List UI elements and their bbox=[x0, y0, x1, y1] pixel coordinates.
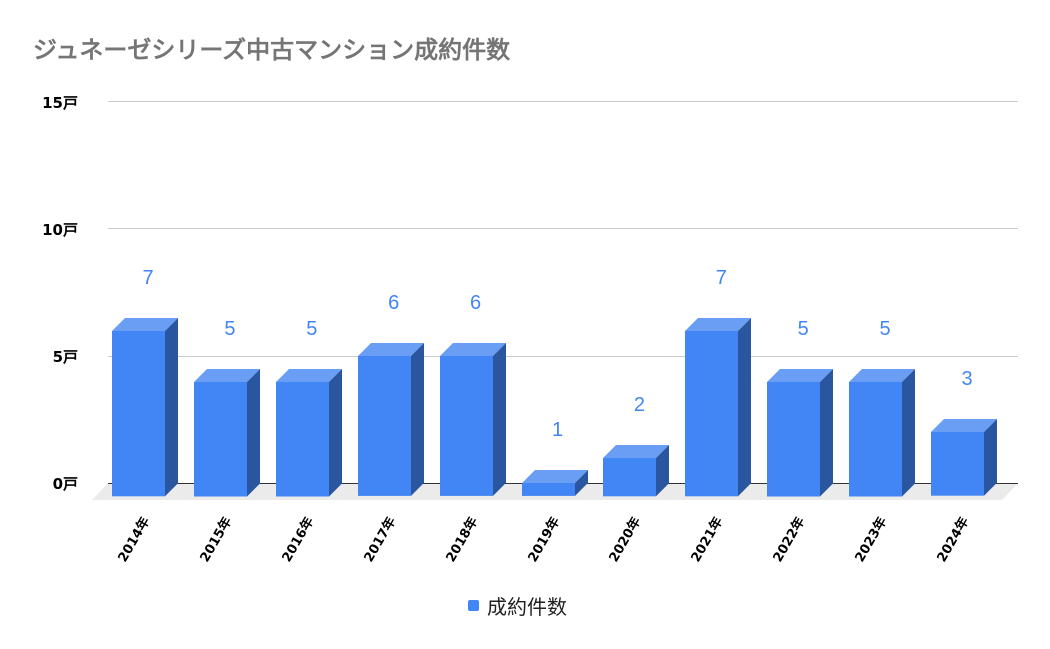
gridline-10 bbox=[108, 228, 1018, 229]
value-label: 5 bbox=[797, 317, 809, 340]
y-tick-5: 5戸 bbox=[52, 348, 78, 366]
value-label: 6 bbox=[470, 292, 482, 315]
bar bbox=[849, 368, 916, 496]
value-label: 5 bbox=[224, 317, 236, 340]
bar bbox=[603, 444, 670, 496]
bar bbox=[685, 317, 752, 496]
value-label: 2 bbox=[633, 393, 645, 416]
x-tick-label: 2014年 bbox=[115, 514, 154, 565]
x-tick-label: 2019年 bbox=[525, 514, 563, 565]
legend-label: 成約件数 bbox=[487, 595, 567, 619]
x-tick-label: 2017年 bbox=[361, 514, 399, 565]
legend: 成約件数 bbox=[468, 591, 567, 620]
x-tick-label: 2016年 bbox=[279, 514, 318, 565]
bar bbox=[931, 419, 997, 496]
x-tick-label: 2018年 bbox=[443, 514, 481, 565]
gridline-5 bbox=[108, 356, 1018, 357]
x-tick-label: 2015年 bbox=[197, 514, 236, 565]
value-label: 3 bbox=[961, 368, 973, 391]
y-tick-15: 15戸 bbox=[42, 94, 78, 112]
legend-swatch bbox=[468, 600, 479, 611]
bar bbox=[275, 368, 342, 496]
value-label: 7 bbox=[142, 266, 154, 289]
bar bbox=[193, 368, 260, 496]
gridline-15 bbox=[108, 101, 1018, 102]
x-tick-label: 2022年 bbox=[770, 514, 809, 565]
value-label: 5 bbox=[879, 317, 891, 340]
bar bbox=[439, 343, 506, 496]
x-tick-label: 2023年 bbox=[852, 514, 891, 565]
bar bbox=[357, 343, 424, 496]
x-tick-label: 2021年 bbox=[688, 514, 727, 565]
bar bbox=[521, 470, 588, 496]
value-label: 5 bbox=[306, 317, 318, 340]
x-tick-label: 2020年 bbox=[607, 514, 645, 565]
y-tick-0: 0戸 bbox=[52, 475, 78, 493]
value-label: 1 bbox=[551, 419, 564, 442]
y-tick-10: 10戸 bbox=[42, 221, 78, 239]
bar bbox=[112, 317, 178, 496]
value-label: 6 bbox=[388, 292, 400, 315]
bar bbox=[767, 368, 834, 496]
value-label: 7 bbox=[715, 266, 727, 289]
x-tick-label: 2024年 bbox=[934, 514, 973, 565]
chart-title: ジュネーゼシリーズ中古マンション成約件数 bbox=[33, 36, 511, 64]
